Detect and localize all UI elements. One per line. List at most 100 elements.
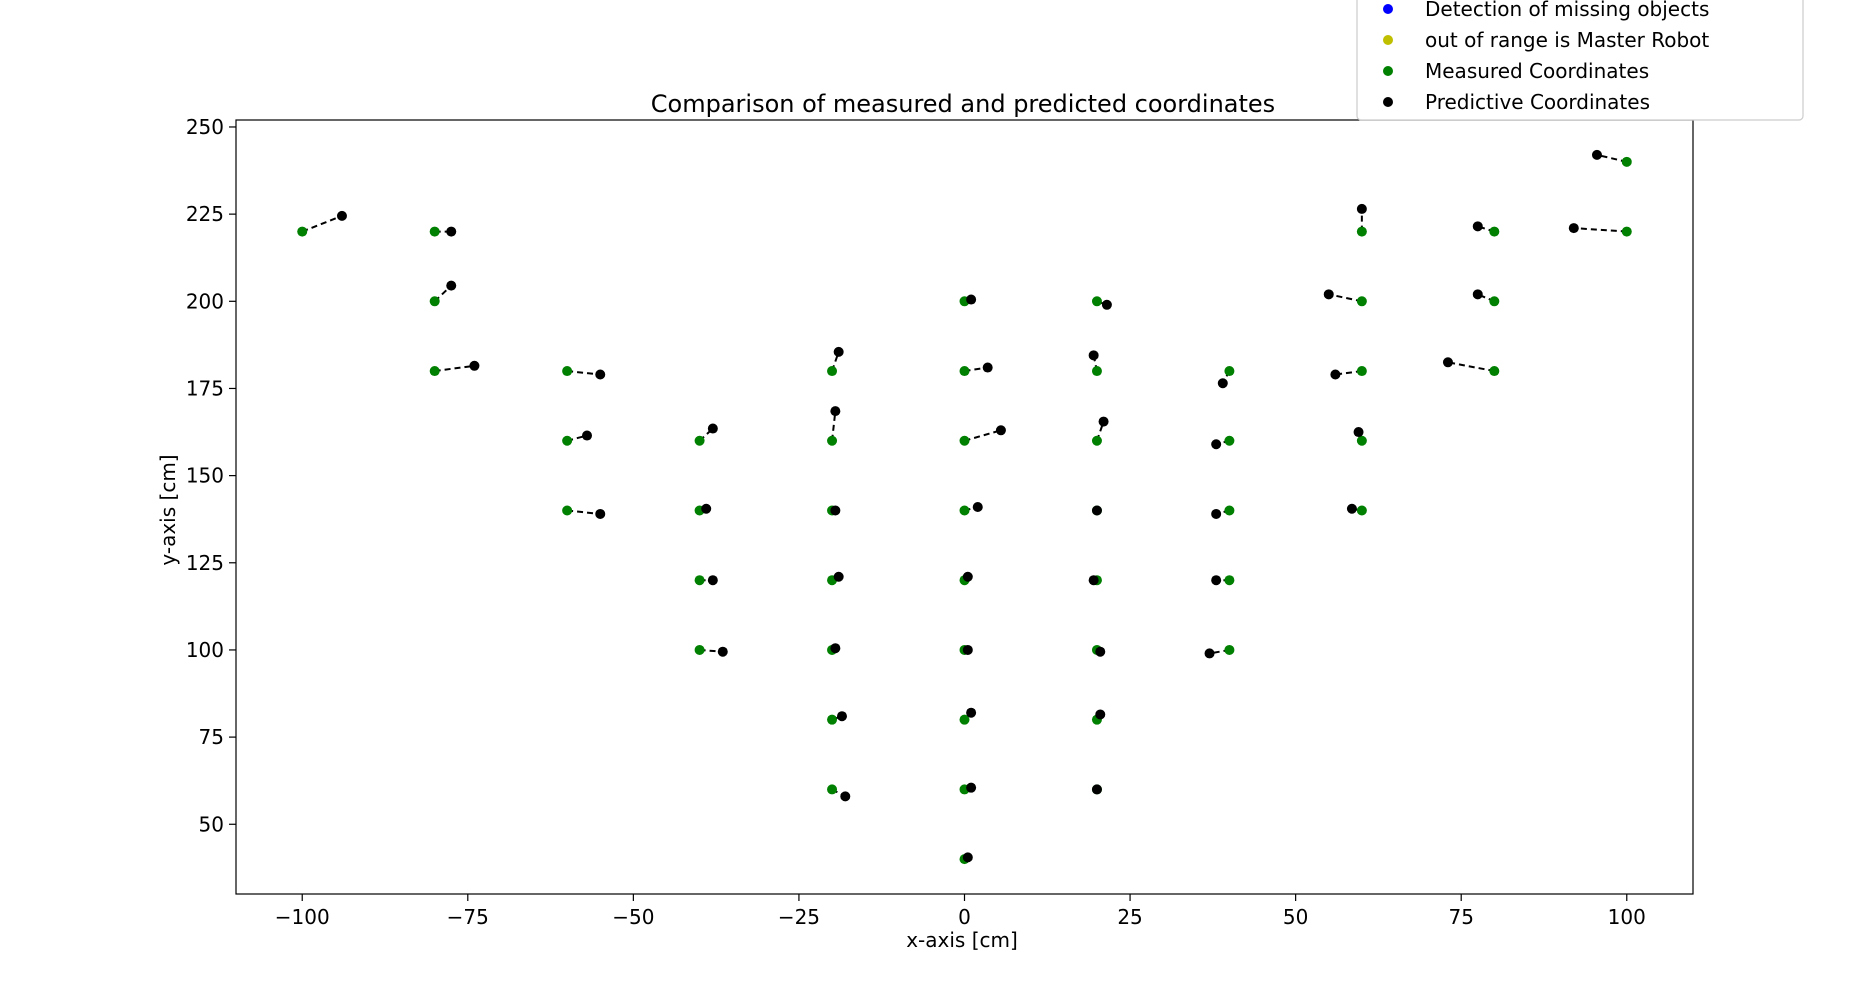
chart-title: Comparison of measured and predicted coo… [651,90,1275,118]
predicted-point-38 [1211,575,1222,586]
predicted-point-20 [995,425,1006,436]
predicted-point-12 [830,406,841,417]
measured-point-0 [297,226,308,237]
legend: Detection of missing objects out of range… [1356,0,1804,121]
measured-point-10 [694,644,705,655]
legend-box [1356,0,1804,121]
plot-area [297,149,1632,865]
measured-point-39 [1224,644,1235,655]
measured-point-42 [1356,366,1367,377]
measured-point-36 [1224,435,1235,446]
predicted-point-26 [962,852,973,863]
predicted-point-11 [833,346,844,357]
predicted-point-31 [1088,575,1099,586]
predicted-point-9 [707,575,718,586]
predicted-point-35 [1217,378,1228,389]
connector-line-49 [1573,227,1627,233]
predicted-point-23 [962,644,973,655]
legend-label-3: Predictive Coordinates [1425,90,1650,114]
predicted-point-17 [840,791,851,802]
predicted-point-43 [1353,427,1364,438]
predicted-point-4 [595,369,606,380]
y-tick-label: 50 [199,812,224,836]
legend-label-2: Measured Coordinates [1425,59,1649,83]
connector-line-0 [301,214,343,233]
measured-point-40 [1356,226,1367,237]
measured-point-11 [827,366,838,377]
y-tick-label: 200 [186,289,224,313]
predicted-point-40 [1356,203,1367,214]
predicted-point-10 [717,646,728,657]
predicted-point-25 [966,782,977,793]
predicted-point-33 [1095,709,1106,720]
measured-point-17 [827,784,838,795]
predicted-point-34 [1091,784,1102,795]
legend-marker-0 [1383,4,1393,14]
y-tick-label: 100 [186,638,224,662]
predicted-point-18 [966,294,977,305]
x-tick-label: 100 [1608,905,1646,929]
y-axis-ticks: 50 75 100 125 150 175 200 225 250 [186,115,236,836]
measured-point-28 [1091,366,1102,377]
connector-line-6 [567,509,601,515]
legend-marker-1 [1383,35,1393,45]
measured-point-29 [1091,435,1102,446]
predicted-point-46 [1472,289,1483,300]
y-tick-label: 225 [186,202,224,226]
measured-point-45 [1489,226,1500,237]
measured-point-24 [959,714,970,725]
measured-point-5 [562,435,573,446]
predicted-point-28 [1088,350,1099,361]
predicted-point-5 [582,430,593,441]
predicted-point-2 [446,280,457,291]
x-tick-label: −50 [612,905,654,929]
measured-point-20 [959,435,970,446]
x-tick-label: −75 [447,905,489,929]
predicted-point-32 [1095,646,1106,657]
predicted-point-45 [1472,221,1483,232]
x-axis-label: x-axis [cm] [906,928,1018,952]
connector-line-47 [1447,361,1495,373]
predicted-point-7 [707,423,718,434]
predicted-point-44 [1346,503,1357,514]
predicted-point-49 [1568,223,1579,234]
predicted-point-3 [469,360,480,371]
measured-point-9 [694,575,705,586]
x-axis-ticks: −100 −75 −50 −25 0 25 50 75 100 [275,894,1646,929]
y-tick-label: 175 [186,376,224,400]
predicted-point-36 [1211,439,1222,450]
measured-point-35 [1224,366,1235,377]
legend-marker-3 [1383,97,1393,107]
y-tick-label: 125 [186,551,224,575]
legend-label-0: Detection of missing objects [1425,0,1709,21]
measured-point-19 [959,366,970,377]
connector-line-4 [567,370,601,376]
measured-point-2 [429,296,440,307]
predicted-point-14 [833,571,844,582]
predicted-point-41 [1323,289,1334,300]
predicted-point-6 [595,508,606,519]
predicted-point-30 [1091,505,1102,516]
predicted-point-15 [830,643,841,654]
connector-line-20 [964,429,1002,442]
predicted-point-22 [962,571,973,582]
measured-point-7 [694,435,705,446]
y-tick-label: 75 [199,725,224,749]
x-tick-label: 50 [1283,905,1308,929]
measured-point-6 [562,505,573,516]
measured-point-3 [429,366,440,377]
predicted-point-8 [701,503,712,514]
predicted-point-24 [966,707,977,718]
measured-point-1 [429,226,440,237]
y-axis-label: y-axis [cm] [156,454,180,565]
predicted-point-27 [1101,299,1112,310]
predicted-point-47 [1442,357,1453,368]
x-tick-label: −25 [778,905,820,929]
legend-marker-2 [1383,66,1393,76]
measured-point-48 [1621,156,1632,167]
measured-point-44 [1356,505,1367,516]
predicted-point-48 [1591,149,1602,160]
y-tick-label: 150 [186,464,224,488]
x-tick-label: 75 [1448,905,1473,929]
measured-point-43 [1356,435,1367,446]
